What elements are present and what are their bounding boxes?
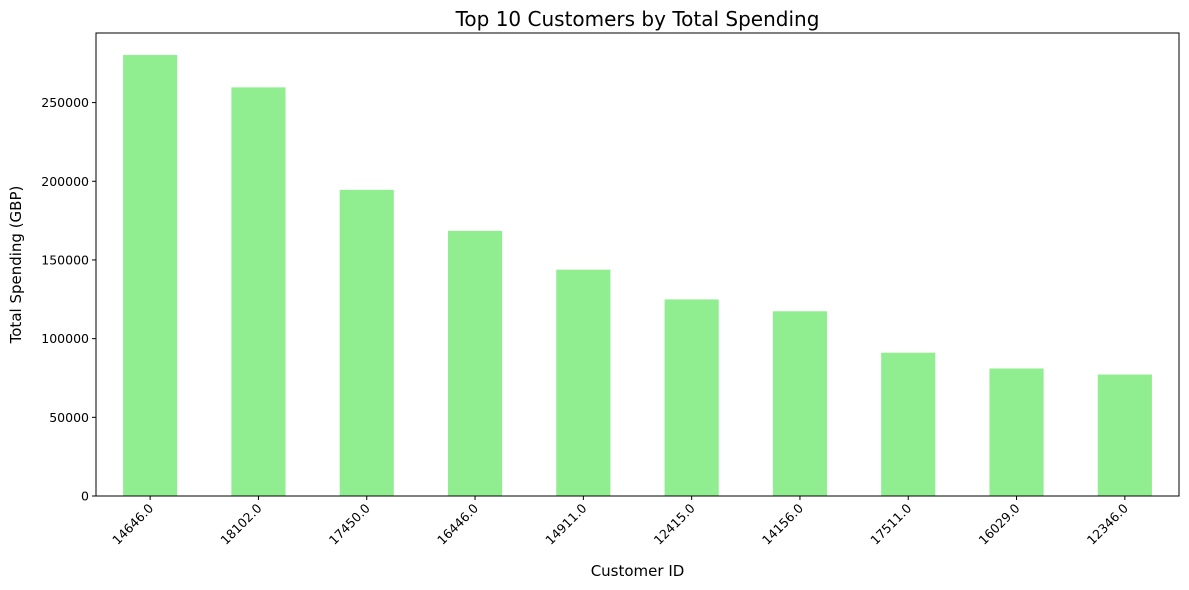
plot-frame (95, 32, 1180, 497)
bars-group (123, 55, 1152, 497)
y-axis: 0 50000 100000 150000 200000 250000 (41, 95, 96, 504)
bar-12346.0 (1097, 374, 1152, 496)
y-tick-label: 150000 (41, 252, 89, 267)
y-tick-label: 200000 (41, 174, 89, 189)
bar-16446.0 (447, 230, 503, 496)
y-tick-label: 250000 (41, 95, 89, 110)
bar-14156.0 (772, 311, 828, 496)
bar-12415.0 (664, 299, 719, 496)
y-axis-label: Total Spending (GBP) (7, 186, 25, 345)
chart-title: Top 10 Customers by Total Spending (455, 7, 820, 31)
y-tick-label: 0 (81, 489, 89, 504)
bar-18102.0 (231, 87, 286, 497)
bar-17511.0 (881, 352, 936, 496)
y-tick-label: 100000 (41, 331, 89, 346)
bar-14911.0 (556, 269, 611, 496)
bar-14646.0 (123, 55, 178, 496)
bar-16029.0 (989, 368, 1044, 496)
x-axis-label: Customer ID (591, 562, 685, 580)
y-tick-label: 50000 (49, 410, 89, 425)
bar-17450.0 (339, 189, 394, 496)
